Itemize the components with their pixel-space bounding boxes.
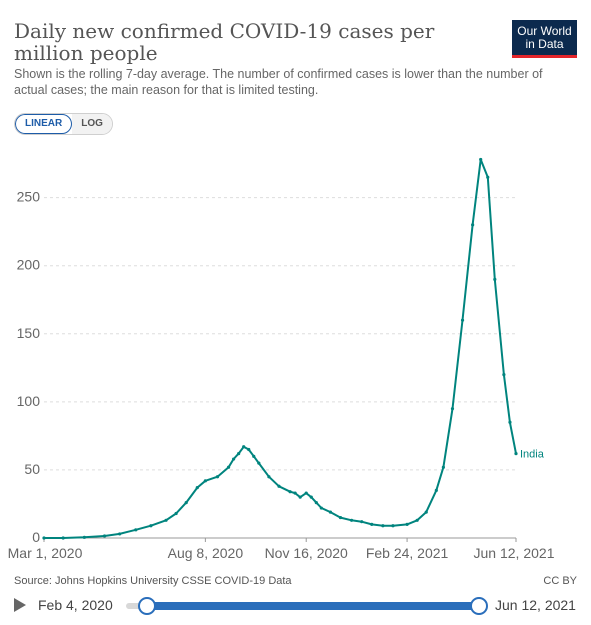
- data-point[interactable]: [304, 491, 308, 495]
- line-chart: 0 50 100 150 200 250 Mar 1, 2020 Aug 8, 2020 Nov…: [8, 157, 555, 561]
- data-point[interactable]: [471, 223, 475, 227]
- data-point[interactable]: [118, 532, 122, 536]
- data-point[interactable]: [486, 175, 490, 179]
- y-tick-label: 200: [17, 257, 41, 273]
- data-point[interactable]: [232, 457, 236, 461]
- data-point[interactable]: [267, 475, 271, 479]
- data-point[interactable]: [391, 524, 395, 528]
- chart-title: Daily new confirmed COVID-19 cases per m…: [14, 19, 435, 65]
- data-point[interactable]: [350, 518, 354, 522]
- x-tick-label: Nov 16, 2020: [265, 545, 348, 561]
- timeline-end-label: Jun 12, 2021: [495, 597, 576, 613]
- data-point[interactable]: [184, 501, 188, 505]
- timeline-start-handle[interactable]: [138, 597, 156, 615]
- data-point[interactable]: [434, 488, 438, 492]
- y-tick-label: 150: [17, 325, 41, 341]
- data-point[interactable]: [370, 522, 374, 526]
- data-point[interactable]: [252, 454, 256, 458]
- x-tick-label: Feb 24, 2021: [366, 545, 449, 561]
- x-tick-label: Mar 1, 2020: [8, 545, 83, 561]
- data-point[interactable]: [164, 518, 168, 522]
- data-point[interactable]: [195, 486, 199, 490]
- data-point[interactable]: [61, 536, 65, 540]
- data-point[interactable]: [203, 479, 207, 483]
- data-point[interactable]: [242, 445, 246, 449]
- data-point[interactable]: [360, 520, 364, 524]
- data-point[interactable]: [381, 524, 385, 528]
- owid-logo[interactable]: Our World in Data: [512, 20, 577, 58]
- logo-line-2: in Data: [525, 37, 564, 51]
- chart-subtitle: Shown is the rolling 7-day average. The …: [14, 67, 543, 97]
- data-point[interactable]: [502, 373, 506, 377]
- y-tick-label: 50: [24, 461, 40, 477]
- scale-toggle: LINEAR LOG: [14, 113, 113, 135]
- data-point[interactable]: [514, 451, 518, 456]
- x-tick-label: Aug 8, 2020: [168, 545, 244, 561]
- play-icon[interactable]: [14, 598, 26, 612]
- data-point[interactable]: [309, 495, 313, 499]
- timeline-start-label: Feb 4, 2020: [38, 597, 113, 613]
- data-point[interactable]: [257, 461, 261, 465]
- data-point[interactable]: [441, 465, 445, 469]
- data-point[interactable]: [82, 535, 86, 539]
- data-point[interactable]: [277, 484, 281, 488]
- data-point[interactable]: [450, 407, 455, 411]
- data-point[interactable]: [314, 501, 318, 505]
- data-point[interactable]: [237, 451, 241, 456]
- data-point[interactable]: [424, 510, 428, 514]
- data-point[interactable]: [405, 522, 409, 526]
- data-point[interactable]: [102, 534, 107, 538]
- y-tick-label: 100: [17, 393, 41, 409]
- data-point[interactable]: [215, 475, 220, 479]
- linear-scale-button[interactable]: LINEAR: [15, 114, 73, 134]
- y-tick-label: 0: [32, 529, 40, 545]
- data-point[interactable]: [319, 506, 323, 510]
- data-point[interactable]: [149, 524, 153, 528]
- data-point[interactable]: [338, 515, 343, 520]
- data-point[interactable]: [415, 518, 419, 522]
- data-point[interactable]: [298, 495, 302, 499]
- timeline: Feb 4, 2020 Jun 12, 2021: [0, 592, 591, 622]
- x-tick-label: Jun 12, 2021: [474, 545, 555, 561]
- data-point[interactable]: [479, 157, 483, 162]
- data-point[interactable]: [42, 536, 46, 540]
- logo-line-1: Our World: [517, 24, 572, 38]
- series-label-india[interactable]: India: [520, 449, 545, 461]
- data-point[interactable]: [328, 510, 333, 514]
- data-point[interactable]: [460, 318, 465, 322]
- data-point[interactable]: [247, 447, 251, 452]
- license-link[interactable]: CC BY: [543, 575, 577, 587]
- log-scale-button[interactable]: LOG: [72, 114, 112, 134]
- data-point[interactable]: [293, 491, 297, 495]
- timeline-selected-range[interactable]: [146, 602, 479, 610]
- series-line-india[interactable]: [44, 158, 517, 539]
- data-point[interactable]: [508, 420, 512, 424]
- source-note[interactable]: Source: Johns Hopkins University CSSE CO…: [14, 575, 292, 587]
- data-point[interactable]: [288, 490, 292, 494]
- timeline-end-handle[interactable]: [470, 597, 488, 615]
- y-tick-label: 250: [17, 189, 41, 205]
- data-point[interactable]: [493, 277, 497, 281]
- data-point[interactable]: [226, 465, 231, 469]
- data-point[interactable]: [134, 528, 138, 532]
- data-point[interactable]: [174, 511, 178, 516]
